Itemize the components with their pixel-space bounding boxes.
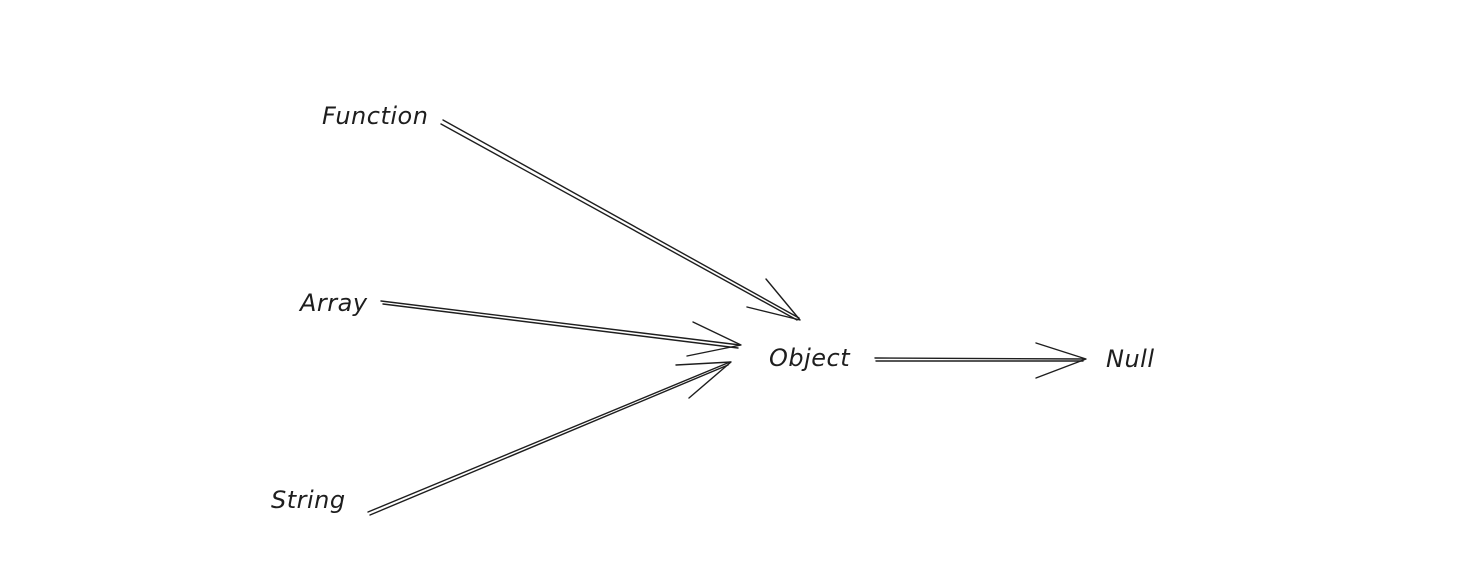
edge-line xyxy=(369,364,729,516)
arrowhead-icon xyxy=(1035,342,1087,379)
node-object[interactable]: Object xyxy=(769,344,851,372)
arrowhead-icon xyxy=(686,321,742,357)
edge-line xyxy=(367,361,731,513)
node-null[interactable]: Null xyxy=(1106,345,1155,373)
node-array[interactable]: Array xyxy=(298,289,368,317)
edge-array-to-object[interactable] xyxy=(380,300,742,357)
edge-function-to-object[interactable] xyxy=(440,119,801,321)
edge-line xyxy=(380,300,741,346)
edge-line xyxy=(382,303,739,349)
node-string[interactable]: String xyxy=(271,486,346,514)
edge-line xyxy=(440,123,798,321)
arrowhead-icon xyxy=(746,278,801,321)
node-function[interactable]: Function xyxy=(322,102,428,130)
edge-line xyxy=(442,119,800,319)
arrowhead-icon xyxy=(675,361,732,399)
edge-string-to-object[interactable] xyxy=(367,361,732,516)
edge-object-to-null[interactable] xyxy=(874,342,1087,379)
edge-line xyxy=(874,357,1086,360)
